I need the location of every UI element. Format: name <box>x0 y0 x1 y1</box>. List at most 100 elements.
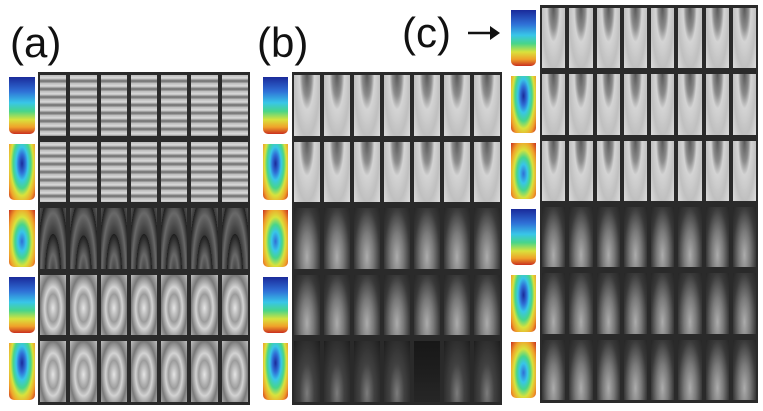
panel-b-cell-r1-c1 <box>294 75 320 136</box>
panel-a-cell-r4-c4 <box>130 274 158 336</box>
panel-a-cell-r4-c2 <box>70 274 97 336</box>
panel-a-cell-r4-c5 <box>161 274 188 336</box>
panel-a-cell-r3-c3 <box>100 208 127 269</box>
panel-b-colormap-thumb-1 <box>263 77 288 134</box>
panel-b-cell-r3-c1 <box>294 208 320 269</box>
panel-c-cell-r3-c2 <box>569 140 593 201</box>
panel-b-cell-r3-c2 <box>324 208 350 269</box>
panel-label-c: (c) <box>402 9 451 56</box>
panel-b-cell-r2-c4 <box>384 141 410 203</box>
panel-c-cell-r2-c6 <box>678 74 702 135</box>
panel-b-cell-r4-c7 <box>474 274 500 336</box>
panel-c-cell-r5-c2 <box>569 273 593 334</box>
panel-c-cell-r1-c7 <box>705 8 729 69</box>
panel-b-cell-r1-c2 <box>324 75 350 136</box>
panel-a-cell-r1-c5 <box>161 75 188 136</box>
panel-a-cell-r1-c3 <box>100 75 127 136</box>
panel-b-cell-r2-c3 <box>354 141 380 203</box>
panel-c-cell-r6-c4 <box>623 339 647 400</box>
panel-c-cell-r1-c1 <box>542 8 566 69</box>
panel-a-cell-r5-c5 <box>161 341 188 402</box>
panel-c-cell-r3-c1 <box>542 140 566 201</box>
panel-c-cell-r4-c6 <box>678 207 702 268</box>
panel-c-cell-r4-c4 <box>623 207 647 268</box>
panel-c-cell-r4-c3 <box>596 207 620 268</box>
panel-b-cell-r2-c7 <box>474 141 500 203</box>
panel-b-cell-r4-c3 <box>354 274 380 336</box>
panel-a-cell-r1-c1 <box>40 75 67 136</box>
panel-c-cell-r3-c4 <box>623 140 647 201</box>
panel-c-cell-r6-c5 <box>651 339 675 400</box>
panel-a-cell-r5-c2 <box>70 341 97 402</box>
panel-c-colormap-thumb-3 <box>511 142 536 199</box>
panel-c-cell-r4-c1 <box>542 207 566 268</box>
panel-c-cell-r4-c7 <box>705 207 729 268</box>
panel-b-cell-r1-c3 <box>354 75 380 136</box>
panel-b-cell-r5-c4 <box>384 341 410 402</box>
panel-a-cell-r1-c4 <box>130 75 158 136</box>
panel-c-cell-r3-c6 <box>678 140 702 201</box>
panel-b-cell-r5-c1 <box>294 341 320 402</box>
panel-c-cell-r6-c7 <box>705 339 729 400</box>
panel-b-image-grid <box>292 72 502 405</box>
panel-c-cell-r1-c8 <box>732 8 756 69</box>
panel-c-colormap-thumb-6 <box>511 341 536 398</box>
panel-b-colormap-thumb-4 <box>263 276 288 334</box>
panel-c-cell-r2-c1 <box>542 74 566 135</box>
panel-b-cell-r3-c6 <box>444 208 470 269</box>
panel-a-cell-r5-c6 <box>191 341 218 402</box>
panel-b-cell-r4-c4 <box>384 274 410 336</box>
panel-c-cell-r4-c5 <box>651 207 675 268</box>
panel-c-cell-r5-c1 <box>542 273 566 334</box>
panel-c-cell-r2-c2 <box>569 74 593 135</box>
panel-a-cell-r1-c6 <box>191 75 218 136</box>
panel-c-cell-r3-c3 <box>596 140 620 201</box>
panel-b-cell-r3-c4 <box>384 208 410 269</box>
panel-a-cell-r5-c3 <box>100 341 127 402</box>
panel-a-cell-r2-c5 <box>161 141 188 203</box>
panel-c-cell-r3-c7 <box>705 140 729 201</box>
panel-c-cell-r6-c3 <box>596 339 620 400</box>
panel-a-colormap-thumb-3 <box>9 210 35 267</box>
panel-c-cell-r2-c8 <box>732 74 756 135</box>
panel-c-colormap-thumb-5 <box>511 275 536 332</box>
panel-c-cell-r2-c5 <box>651 74 675 135</box>
panel-b-cell-r5-c5 <box>414 341 440 402</box>
panel-c-cell-r5-c6 <box>678 273 702 334</box>
panel-c-cell-r3-c5 <box>651 140 675 201</box>
panel-a-colormap-thumb-1 <box>9 77 35 134</box>
panel-b-colormap-thumb-2 <box>263 143 288 201</box>
panel-c-cell-r1-c5 <box>651 8 675 69</box>
panel-c-cell-r4-c8 <box>732 207 756 268</box>
panel-a-cell-r3-c6 <box>191 208 218 269</box>
panel-a-cell-r2-c3 <box>100 141 127 203</box>
panel-a-cell-r3-c2 <box>70 208 97 269</box>
panel-c-cell-r6-c6 <box>678 339 702 400</box>
panel-c-cell-r2-c4 <box>623 74 647 135</box>
panel-a-cell-r3-c4 <box>130 208 158 269</box>
panel-a-colormap-thumb-2 <box>9 143 35 201</box>
panel-a-cell-r2-c4 <box>130 141 158 203</box>
panel-b-cell-r3-c5 <box>414 208 440 269</box>
panel-b-cell-r3-c3 <box>354 208 380 269</box>
panel-b-cell-r1-c5 <box>414 75 440 136</box>
right-arrow-icon <box>468 26 500 40</box>
panel-c-cell-r5-c8 <box>732 273 756 334</box>
panel-c-cell-r1-c4 <box>623 8 647 69</box>
panel-b-colormap-thumb-3 <box>263 210 288 267</box>
panel-a-cell-r2-c2 <box>70 141 97 203</box>
panel-a-cell-r4-c6 <box>191 274 218 336</box>
panel-c-cell-r2-c3 <box>596 74 620 135</box>
panel-b-cell-r2-c5 <box>414 141 440 203</box>
panel-c-colormap-thumb-4 <box>511 209 536 266</box>
panel-b-cell-r2-c2 <box>324 141 350 203</box>
panel-b-cell-r4-c6 <box>444 274 470 336</box>
panel-b-cell-r1-c6 <box>444 75 470 136</box>
panel-a-cell-r2-c7 <box>221 141 248 203</box>
panel-c-cell-r2-c7 <box>705 74 729 135</box>
panel-a-colormap-thumb-5 <box>9 343 35 400</box>
panel-a-cell-r2-c6 <box>191 141 218 203</box>
panel-c-cell-r6-c2 <box>569 339 593 400</box>
panel-c-cell-r1-c2 <box>569 8 593 69</box>
panel-a-image-grid <box>38 72 250 405</box>
